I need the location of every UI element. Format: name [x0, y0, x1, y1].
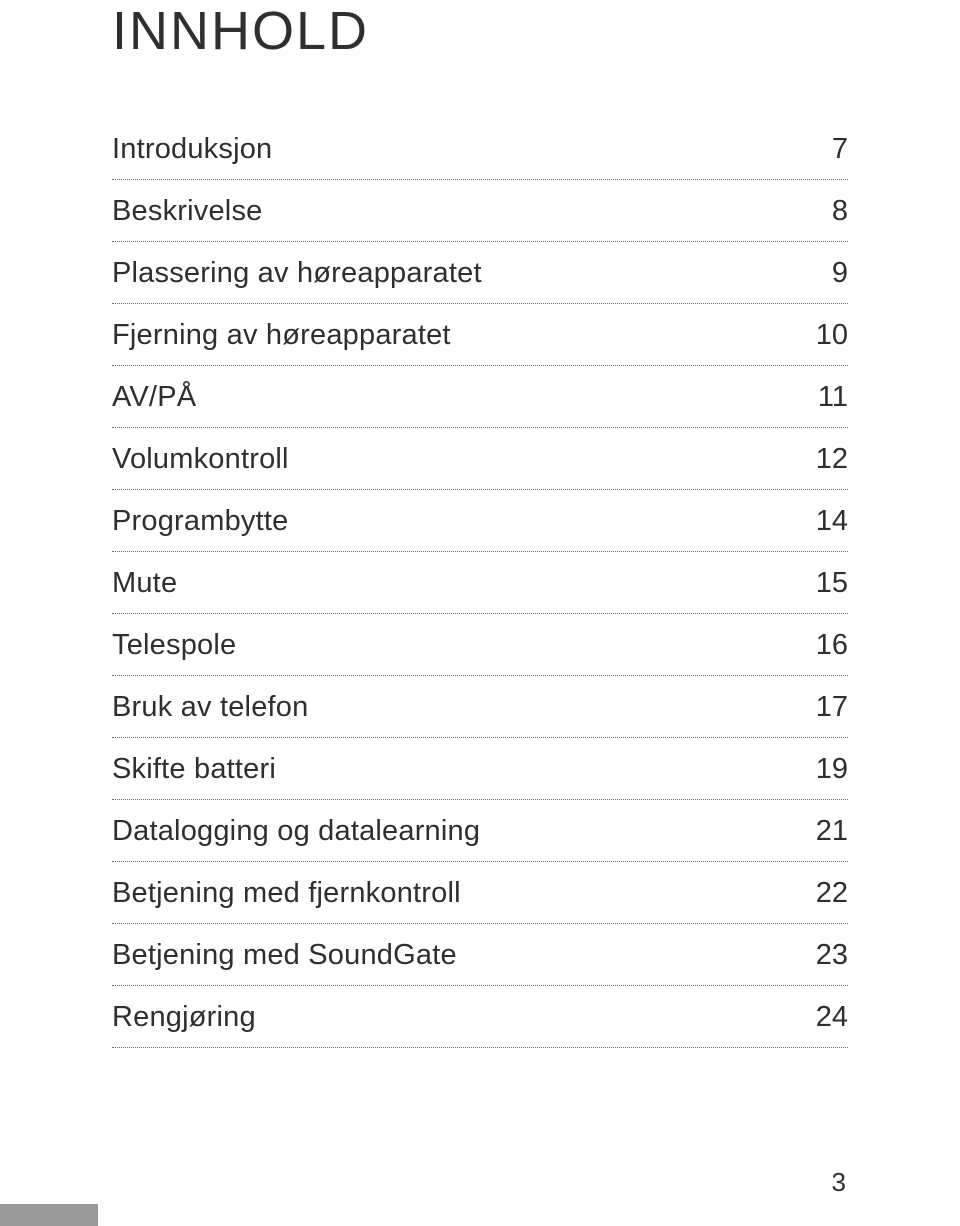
toc-row: Fjerning av høreapparatet 10: [112, 304, 848, 366]
toc-page: 15: [816, 567, 848, 600]
toc-page: 16: [816, 629, 848, 662]
toc-label: Telespole: [112, 629, 236, 662]
toc-label: Mute: [112, 567, 177, 600]
toc-page: 8: [832, 195, 848, 228]
toc-label: Volumkontroll: [112, 443, 289, 476]
toc-page: 24: [816, 1001, 848, 1034]
toc-row: Plassering av høreapparatet 9: [112, 242, 848, 304]
toc-page: 9: [832, 257, 848, 290]
toc-page: 11: [818, 381, 848, 414]
toc-row: Volumkontroll 12: [112, 428, 848, 490]
toc-page: 12: [816, 443, 848, 476]
toc-page: 19: [816, 753, 848, 786]
toc-row: Beskrivelse 8: [112, 180, 848, 242]
toc-row: Skifte batteri 19: [112, 738, 848, 800]
toc-page: 22: [816, 877, 848, 910]
toc-row: Mute 15: [112, 552, 848, 614]
toc-row: Telespole 16: [112, 614, 848, 676]
footer-decoration: [0, 1204, 98, 1226]
page-title: INNHOLD: [112, 0, 369, 62]
toc-label: Skifte batteri: [112, 753, 276, 786]
toc-label: Beskrivelse: [112, 195, 262, 228]
toc-page: 23: [816, 939, 848, 972]
toc-page: 7: [832, 133, 848, 166]
toc-label: Betjening med fjernkontroll: [112, 877, 461, 910]
page-number: 3: [832, 1167, 846, 1198]
toc-row: Programbytte 14: [112, 490, 848, 552]
toc-row: Betjening med SoundGate 23: [112, 924, 848, 986]
toc-page: 14: [816, 505, 848, 538]
toc-row: Introduksjon 7: [112, 118, 848, 180]
toc-label: Introduksjon: [112, 133, 272, 166]
toc-label: Datalogging og datalearning: [112, 815, 480, 848]
toc-label: Rengjøring: [112, 1001, 256, 1034]
toc-label: Fjerning av høreapparatet: [112, 319, 451, 352]
toc-label: Programbytte: [112, 505, 288, 538]
toc-label: Betjening med SoundGate: [112, 939, 457, 972]
toc-page: 17: [816, 691, 848, 724]
toc-row: Betjening med fjernkontroll 22: [112, 862, 848, 924]
toc-row: AV/PÅ 11: [112, 366, 848, 428]
toc-label: AV/PÅ: [112, 381, 196, 414]
toc-row: Bruk av telefon 17: [112, 676, 848, 738]
table-of-contents: Introduksjon 7 Beskrivelse 8 Plassering …: [112, 118, 848, 1048]
toc-page: 10: [816, 319, 848, 352]
toc-label: Plassering av høreapparatet: [112, 257, 482, 290]
toc-label: Bruk av telefon: [112, 691, 308, 724]
toc-row: Rengjøring 24: [112, 986, 848, 1048]
toc-page: 21: [816, 815, 848, 848]
toc-row: Datalogging og datalearning 21: [112, 800, 848, 862]
document-page: INNHOLD Introduksjon 7 Beskrivelse 8 Pla…: [0, 0, 960, 1226]
